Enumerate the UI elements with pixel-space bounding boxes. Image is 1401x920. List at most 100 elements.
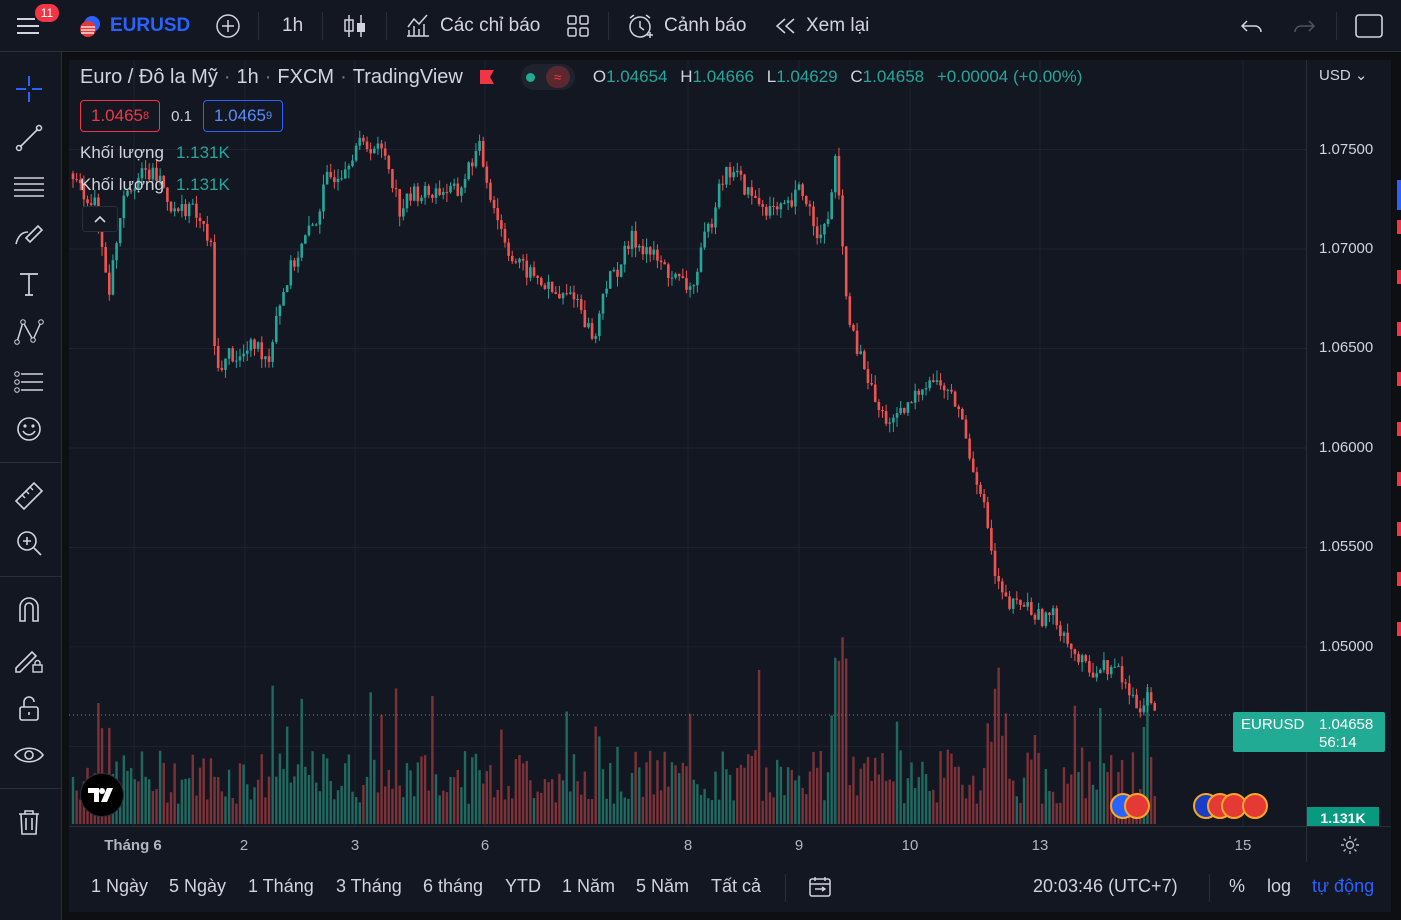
timezone-clock[interactable]: 20:03:46 (UTC+7) (1033, 876, 1178, 896)
volume-bar (191, 754, 194, 824)
range-button[interactable]: Tất cả (711, 876, 762, 896)
measure-tool[interactable] (9, 475, 49, 515)
main-menu-button[interactable] (14, 0, 42, 52)
candle-body (768, 206, 772, 216)
range-button[interactable]: 1 Năm (562, 876, 616, 896)
icon-tool[interactable] (9, 409, 49, 449)
alerts-button[interactable]: Cảnh báo (626, 0, 746, 52)
volume-bar (536, 791, 539, 824)
crosshair-tool[interactable] (9, 69, 49, 109)
volume-bar (765, 767, 768, 824)
magnet-tool[interactable] (9, 589, 49, 629)
candle-body (307, 225, 311, 236)
indicators-button[interactable]: Các chỉ báo (404, 0, 540, 52)
tradingview-logo[interactable] (80, 773, 124, 817)
remove-drawings-tool[interactable] (9, 802, 49, 842)
fib-tool[interactable] (9, 166, 49, 206)
range-button[interactable]: 6 tháng (423, 876, 484, 896)
prediction-tool[interactable] (9, 362, 49, 402)
volume-bar (776, 759, 779, 824)
buy-button[interactable]: 1.0465 9 (202, 100, 284, 132)
range-button[interactable]: 5 Năm (636, 876, 690, 896)
collapse-legend-button[interactable] (82, 206, 118, 232)
candle-body (627, 245, 630, 249)
candle-body (1059, 625, 1062, 636)
candle-body (608, 271, 612, 289)
text-tool[interactable] (9, 264, 49, 304)
volume-bar (779, 766, 783, 824)
volume-bar (750, 755, 754, 824)
log-scale-toggle[interactable]: log (1267, 876, 1292, 896)
drawing-toolbar (0, 52, 62, 920)
stay-drawing-tool[interactable] (9, 640, 49, 680)
symbol-search-button[interactable]: EURUSD (78, 0, 190, 52)
candle-body (1066, 632, 1069, 644)
pattern-tool[interactable] (9, 312, 49, 352)
scale-settings-button[interactable] (1306, 826, 1391, 862)
brush-tool[interactable] (9, 214, 49, 254)
zoom-tool[interactable] (9, 523, 49, 563)
hide-drawings-tool[interactable] (9, 735, 49, 775)
us-event-icon[interactable] (1124, 793, 1150, 819)
range-button[interactable]: 1 Tháng (248, 876, 314, 896)
candle-body (663, 262, 666, 265)
chart-pane[interactable] (69, 60, 1306, 826)
volume-bar (431, 696, 434, 824)
percent-scale-toggle[interactable]: % (1229, 876, 1246, 896)
volume-bar (961, 784, 964, 824)
us-event-icon[interactable] (1242, 793, 1268, 819)
volume-bar (122, 755, 126, 824)
candle-body (623, 245, 627, 265)
market-status-toggle[interactable]: ≈ (520, 64, 575, 90)
volume-bar (1055, 803, 1058, 824)
lock-drawings-tool[interactable] (9, 688, 49, 728)
price-scale[interactable]: USD ⌄ 1.07500 1.07000 1.06500 1.06000 1.0550… (1306, 60, 1391, 826)
range-button[interactable]: YTD (505, 876, 541, 896)
symbol-description: Euro / Đô la Mỹ (80, 65, 218, 88)
volume-bar (478, 770, 481, 824)
volume-bar (300, 698, 303, 824)
candle-body (1080, 655, 1084, 663)
undo-button[interactable] (1238, 0, 1266, 52)
volume-bar (1091, 784, 1095, 824)
candle-body (336, 178, 340, 183)
volume-bar (815, 767, 819, 824)
redo-button[interactable] (1290, 0, 1318, 52)
candle-body (474, 150, 478, 167)
interval-button[interactable]: 1h (282, 0, 303, 52)
currency-selector[interactable]: USD ⌄ (1319, 67, 1368, 84)
chart-type-button[interactable] (342, 0, 368, 52)
sell-button[interactable]: 1.0465 8 (80, 100, 161, 132)
fullscreen-button[interactable] (1354, 0, 1384, 52)
replay-button[interactable]: Xem lại (772, 0, 869, 52)
range-button[interactable]: 3 Tháng (336, 876, 402, 896)
date-range-button[interactable] (807, 874, 833, 905)
time-scale[interactable]: Tháng 6 2 3 6 8 9 10 13 15 (69, 826, 1306, 862)
flag-icon (80, 16, 100, 37)
volume-legend-1: Khối lượng 1.131K (80, 143, 230, 162)
compare-symbol-button[interactable] (214, 0, 242, 52)
volume-bar (950, 753, 953, 824)
layout-button[interactable] (564, 0, 592, 52)
candle-body (913, 390, 917, 403)
volume-bar (1099, 707, 1102, 824)
flag-marker-icon[interactable] (477, 67, 497, 87)
trend-line-tool[interactable] (9, 118, 49, 158)
auto-scale-toggle[interactable]: tự động (1312, 876, 1375, 896)
range-button[interactable]: 1 Ngày (91, 876, 149, 896)
volume-bar (489, 765, 492, 824)
candle-body (656, 249, 659, 261)
interval-label: 1h (282, 15, 304, 36)
candle-body (863, 351, 866, 370)
candle-body (1030, 602, 1033, 615)
range-button[interactable]: 5 Ngày (169, 876, 227, 896)
candle-body (1088, 661, 1091, 673)
candle-body (790, 200, 794, 207)
volume-bar (394, 688, 398, 824)
candle-body (264, 356, 267, 360)
candle-body (1131, 694, 1135, 696)
volume-bar (830, 715, 833, 824)
candle-body (249, 339, 253, 351)
volume-bar (565, 711, 568, 824)
candle-body (496, 208, 500, 221)
